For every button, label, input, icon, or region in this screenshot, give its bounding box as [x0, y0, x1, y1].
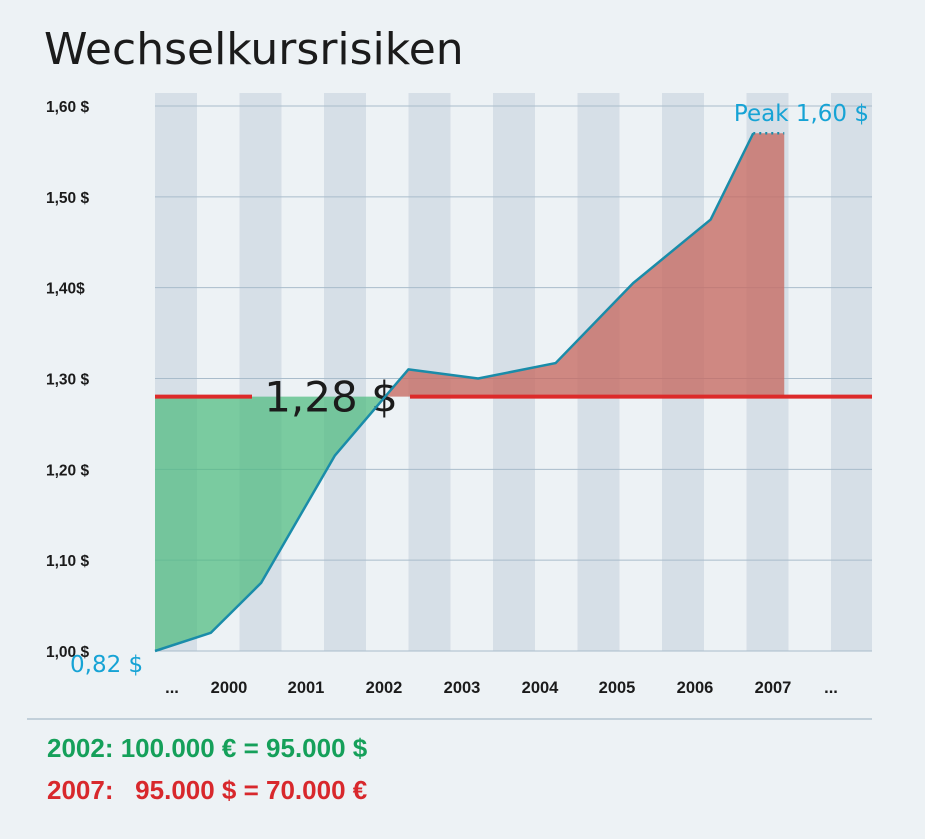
y-tick-label: 1,40$: [46, 281, 85, 298]
y-axis-ticks: 1,00 $ 1,10 $ 1,20 $ 1,30 $ 1,40$ 1,50 $ 1,60 …: [46, 99, 89, 661]
x-tick-label: 2002: [366, 679, 403, 697]
y-tick-label: 1,00 $: [46, 644, 89, 661]
y-tick-label: 1,30 $: [46, 372, 89, 389]
x-tick-label: 2001: [288, 679, 325, 697]
reference-label: 1,28 $: [264, 373, 398, 422]
series-group: [154, 132, 785, 653]
x-tick-label: ...: [165, 679, 179, 697]
gain-area: [155, 396, 386, 651]
footer-line-2002: 2002: 100.000 € = 95.000 $: [47, 733, 368, 763]
x-tick-label: 2007: [755, 679, 792, 697]
x-tick-label: 2004: [522, 679, 560, 697]
exchange-rate-line: [154, 132, 755, 653]
column-band: [831, 93, 872, 651]
chart-title: Wechselkursrisiken: [44, 24, 464, 75]
y-tick-label: 1,20 $: [46, 462, 89, 479]
areas: [155, 133, 785, 651]
x-axis-ticks: ... 2000 2001 2002 2003 2004 2005 2006 2007...: [165, 679, 838, 697]
x-tick-label: 2006: [677, 679, 714, 697]
column-band: [324, 93, 366, 651]
loss-area: [385, 133, 785, 397]
footer-line-2007: 2007: 95.000 $ = 70.000 €: [47, 775, 368, 805]
y-tick-label: 1,10 $: [46, 553, 89, 570]
x-tick-label: 2005: [599, 679, 636, 697]
start-value-label: 0,82 $: [70, 652, 143, 678]
x-tick-label: 2000: [211, 679, 248, 697]
x-tick-label: 2003: [444, 679, 481, 697]
x-tick-label: ...: [824, 679, 838, 697]
y-tick-label: 1,50 $: [46, 190, 89, 207]
peak-label: Peak 1,60 $: [734, 101, 869, 127]
annotations: 0,82 $ Peak 1,60 $: [70, 101, 869, 678]
y-tick-label: 1,60 $: [46, 99, 89, 116]
reference-line-group: 1,28 $: [155, 373, 872, 422]
